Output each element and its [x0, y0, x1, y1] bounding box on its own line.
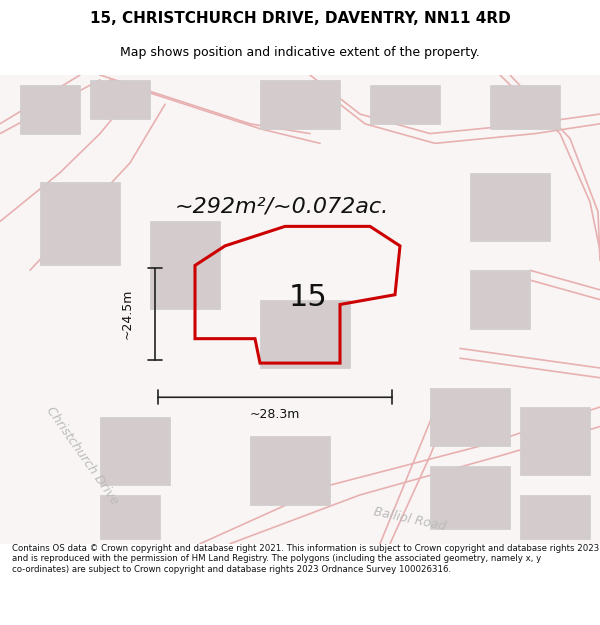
Text: 15: 15	[289, 283, 328, 312]
Text: ~292m²/~0.072ac.: ~292m²/~0.072ac.	[175, 197, 389, 217]
Text: 15, CHRISTCHURCH DRIVE, DAVENTRY, NN11 4RD: 15, CHRISTCHURCH DRIVE, DAVENTRY, NN11 4…	[89, 11, 511, 26]
Polygon shape	[40, 182, 120, 266]
Text: ~28.3m: ~28.3m	[250, 408, 300, 421]
Polygon shape	[430, 466, 510, 529]
Polygon shape	[100, 495, 160, 539]
Polygon shape	[260, 80, 340, 129]
Text: ~24.5m: ~24.5m	[121, 289, 133, 339]
Polygon shape	[90, 80, 150, 119]
Text: Contains OS data © Crown copyright and database right 2021. This information is : Contains OS data © Crown copyright and d…	[12, 544, 599, 574]
Polygon shape	[430, 388, 510, 446]
Polygon shape	[520, 495, 590, 539]
Polygon shape	[490, 85, 560, 129]
Polygon shape	[20, 85, 80, 134]
Polygon shape	[370, 85, 440, 124]
Polygon shape	[150, 221, 220, 309]
Polygon shape	[470, 173, 550, 241]
Polygon shape	[250, 436, 330, 505]
Polygon shape	[470, 270, 530, 329]
Text: Christchurch Drive: Christchurch Drive	[43, 404, 121, 508]
Polygon shape	[520, 407, 590, 476]
Polygon shape	[100, 417, 170, 485]
Text: Balliol Road: Balliol Road	[373, 506, 448, 533]
Polygon shape	[260, 299, 350, 368]
Text: Map shows position and indicative extent of the property.: Map shows position and indicative extent…	[120, 46, 480, 59]
